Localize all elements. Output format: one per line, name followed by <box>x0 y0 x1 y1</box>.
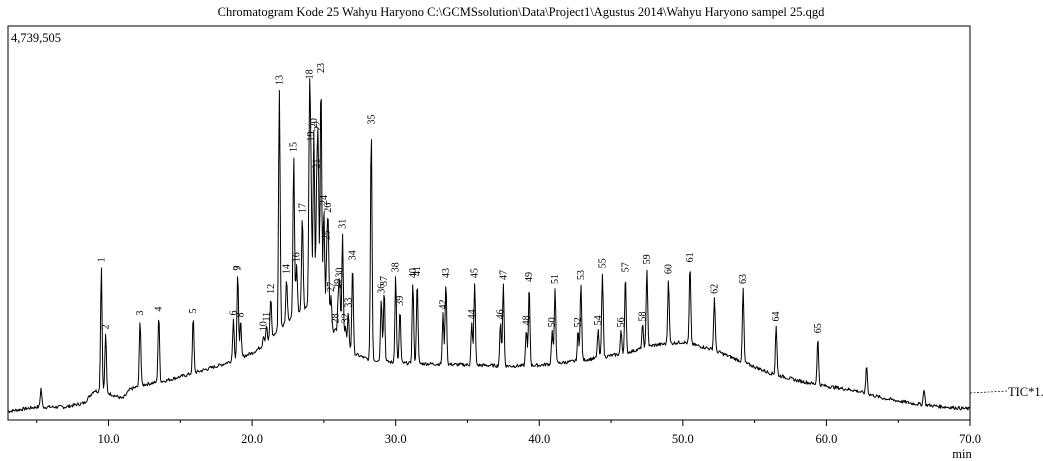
peak-label: 58 <box>638 311 649 321</box>
peak-label: 55 <box>597 258 608 268</box>
peak-label: 17 <box>297 203 308 213</box>
peak-label: 23 <box>316 63 327 73</box>
peak-label: 51 <box>550 274 561 284</box>
chart-title: Chromatogram Kode 25 Wahyu Haryono C:\GC… <box>218 5 825 19</box>
peak-label: 32 <box>340 313 351 323</box>
trace-label-leader <box>969 390 1009 394</box>
peak-label: 45 <box>470 268 481 278</box>
peak-label: 44 <box>467 309 478 319</box>
peak-label: 4 <box>154 307 165 312</box>
peak-label: 43 <box>441 268 452 278</box>
peak-label: 31 <box>338 219 349 229</box>
plot-frame <box>7 25 971 421</box>
peak-label: 8 <box>236 312 247 317</box>
x-axis-unit: min <box>952 447 972 461</box>
peak-label: 2 <box>101 324 112 329</box>
peak-label: 62 <box>709 284 720 294</box>
peak-label: 30 <box>335 268 346 278</box>
x-axis: 10.0 20.0 30.0 40.0 50.0 60.0 70.0 <box>36 420 981 446</box>
x-tick-label: 50.0 <box>672 432 694 446</box>
peak-label: 18 <box>305 69 316 79</box>
trace-label: TIC*1.00 <box>1008 385 1043 399</box>
peak-label: 5 <box>188 309 199 314</box>
peak-label: 57 <box>620 262 631 272</box>
peak-label: 14 <box>282 264 293 274</box>
peak-label: 28 <box>330 313 341 323</box>
peak-label: 6 <box>228 311 239 316</box>
peak-label: 12 <box>266 284 277 294</box>
peak-label: 48 <box>521 315 532 325</box>
peak-label: 39 <box>395 296 406 306</box>
peak-label: 35 <box>366 114 377 124</box>
peak-label: 61 <box>685 252 696 262</box>
x-tick-label: 20.0 <box>241 432 263 446</box>
peak-label: 46 <box>495 309 506 319</box>
peak-label: 37 <box>379 276 390 286</box>
peak-label: 64 <box>771 311 782 321</box>
peak-label: 40 <box>408 268 419 278</box>
peak-label: 27 <box>326 282 337 292</box>
peak-label: 50 <box>547 317 558 327</box>
peak-label: 21 <box>312 159 323 169</box>
peak-label: 24 <box>319 195 330 205</box>
peak-label: 13 <box>274 75 285 85</box>
peak-label: 26 <box>323 203 334 213</box>
peak-label: 42 <box>438 300 449 310</box>
peak-label: 36 <box>376 284 387 294</box>
peak-label: 22 <box>313 121 324 131</box>
peak-label: 11 <box>261 312 272 322</box>
peak-label: 20 <box>309 118 320 128</box>
peak-label: 38 <box>391 262 402 272</box>
peak-label: 16 <box>292 252 303 262</box>
peak-label: 56 <box>616 317 627 327</box>
peak-label: 29 <box>333 279 344 289</box>
peak-label: 7 <box>233 266 244 271</box>
peak-label: 52 <box>573 317 584 327</box>
peak-label: 53 <box>576 270 587 280</box>
peak-label: 60 <box>663 264 674 274</box>
peak-label: 63 <box>738 274 749 284</box>
x-tick-label: 60.0 <box>815 432 837 446</box>
peak-label: 59 <box>642 254 653 264</box>
peak-label: 65 <box>813 323 824 333</box>
x-tick-label: 40.0 <box>528 432 550 446</box>
peak-label: 19 <box>306 132 317 142</box>
x-tick-label: 30.0 <box>385 432 407 446</box>
peak-label: 3 <box>135 311 146 316</box>
x-tick-label: 70.0 <box>959 432 981 446</box>
peak-label: 49 <box>524 272 535 282</box>
peak-label: 9 <box>233 266 244 271</box>
y-max-label: 4,739,505 <box>11 31 61 45</box>
peak-label: 54 <box>593 315 604 325</box>
x-tick-label: 10.0 <box>98 432 120 446</box>
peak-label: 33 <box>343 298 354 308</box>
peak-label: 1 <box>96 257 107 262</box>
peak-label: 34 <box>348 250 359 260</box>
peak-label: 15 <box>289 142 300 152</box>
peak-label: 47 <box>498 270 509 280</box>
peak-label: 25 <box>322 230 333 240</box>
peak-label: 10 <box>259 321 270 331</box>
tic-trace <box>7 78 971 413</box>
peak-label: 41 <box>412 266 423 276</box>
